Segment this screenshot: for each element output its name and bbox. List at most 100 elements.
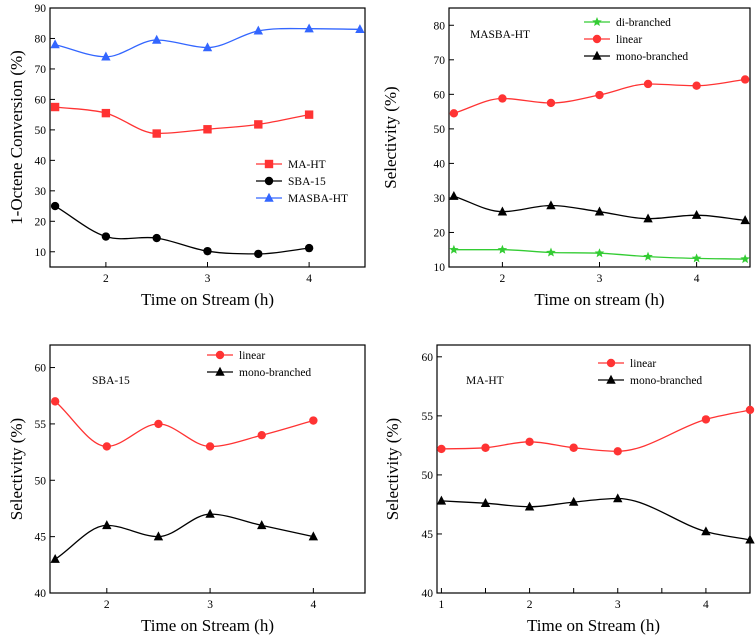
data-point	[643, 79, 653, 89]
x-axis-title: Time on Stream (h)	[527, 616, 660, 635]
data-point	[643, 213, 653, 223]
y-tick-label: 50	[35, 125, 47, 137]
x-tick-label: 2	[500, 273, 506, 285]
plot-frame	[448, 7, 751, 268]
y-tick-label: 70	[35, 64, 47, 76]
data-point	[101, 108, 111, 118]
legend-marker	[215, 350, 225, 360]
data-point	[691, 253, 702, 263]
data-point	[253, 25, 264, 35]
data-point	[151, 34, 162, 44]
y-tick-label: 90	[35, 3, 47, 15]
series-line	[54, 400, 314, 448]
data-point	[546, 247, 556, 257]
y-axis-title: Selectivity (%)	[381, 86, 400, 188]
data-point	[102, 520, 112, 530]
data-point	[643, 251, 653, 261]
data-point	[304, 23, 314, 33]
data-point	[205, 508, 215, 518]
y-tick-label: 80	[35, 33, 47, 45]
legend-marker	[592, 34, 602, 44]
data-point	[304, 110, 314, 119]
x-tick-label: 3	[205, 273, 211, 285]
data-point	[692, 81, 701, 90]
data-point	[203, 246, 212, 256]
y-tick-label: 45	[35, 532, 47, 544]
panel-title: MASBA-HT	[470, 29, 530, 41]
legend-label: di-branched	[616, 17, 671, 29]
x-axis-title: Time on Stream (h)	[141, 616, 274, 635]
data-point	[524, 501, 535, 511]
data-point	[740, 75, 750, 84]
data-point	[497, 206, 508, 216]
x-tick-label: 2	[103, 273, 109, 285]
data-point	[437, 444, 446, 454]
x-tick-label: 1	[439, 599, 445, 611]
data-point	[152, 129, 161, 138]
series-mono-branched	[449, 191, 750, 225]
data-point	[498, 94, 507, 103]
y-axis-title: Selectivity (%)	[383, 418, 402, 520]
panel-title: MA-HT	[466, 375, 504, 387]
data-point	[102, 442, 112, 451]
data-point	[745, 405, 755, 415]
y-tick-label: 50	[35, 475, 47, 487]
data-point	[701, 526, 711, 536]
series-sba-15	[50, 201, 314, 259]
legend-label: MASBA-HT	[288, 193, 348, 205]
data-point	[613, 493, 623, 503]
legend-label: linear	[239, 350, 265, 362]
x-axis-title: Time on Stream (h)	[141, 290, 274, 309]
data-point	[481, 443, 490, 452]
x-tick-label: 2	[527, 599, 533, 611]
x-axis-title: Time on stream (h)	[534, 290, 664, 309]
data-point	[50, 201, 60, 211]
data-point	[449, 109, 459, 118]
y-tick-label: 40	[434, 158, 446, 170]
y-tick-label: 10	[434, 262, 446, 274]
y-tick-label: 20	[35, 216, 47, 228]
data-point	[50, 397, 60, 406]
legend-label: linear	[630, 358, 656, 370]
y-tick-label: 20	[434, 227, 446, 239]
legend-label: linear	[616, 34, 642, 46]
data-point	[691, 210, 702, 219]
y-tick-label: 45	[422, 529, 434, 541]
data-point	[304, 243, 314, 253]
legend-label: SBA-15	[288, 176, 326, 188]
y-tick-label: 55	[35, 419, 47, 431]
legend-marker	[592, 17, 602, 26]
plot-frame	[436, 344, 751, 594]
data-point	[50, 39, 60, 49]
y-tick-label: 30	[434, 193, 446, 205]
series-masba-ht	[50, 23, 365, 61]
y-axis-title: Selectivity (%)	[7, 418, 26, 520]
data-point	[153, 531, 164, 541]
y-tick-label: 50	[434, 124, 446, 136]
series-line	[54, 513, 314, 560]
y-tick-label: 40	[35, 588, 47, 600]
series-line	[55, 106, 310, 135]
data-point	[152, 233, 161, 243]
series-linear	[449, 75, 750, 118]
data-point	[101, 51, 111, 61]
y-tick-label: 55	[422, 411, 434, 423]
data-point	[594, 248, 605, 258]
data-point	[355, 24, 365, 34]
y-tick-label: 40	[422, 588, 434, 600]
data-point	[257, 430, 266, 440]
data-point	[101, 232, 111, 241]
legend-label: mono-branched	[616, 51, 688, 63]
data-point	[205, 442, 215, 451]
data-point	[568, 496, 579, 506]
panel-title: SBA-15	[92, 375, 130, 387]
data-point	[740, 254, 750, 264]
data-point	[254, 120, 263, 129]
y-tick-label: 60	[35, 94, 47, 106]
legend-marker	[606, 374, 616, 384]
legend-marker	[592, 50, 602, 60]
legend-marker	[264, 159, 274, 169]
x-tick-label: 2	[104, 599, 110, 611]
data-point	[594, 206, 605, 216]
